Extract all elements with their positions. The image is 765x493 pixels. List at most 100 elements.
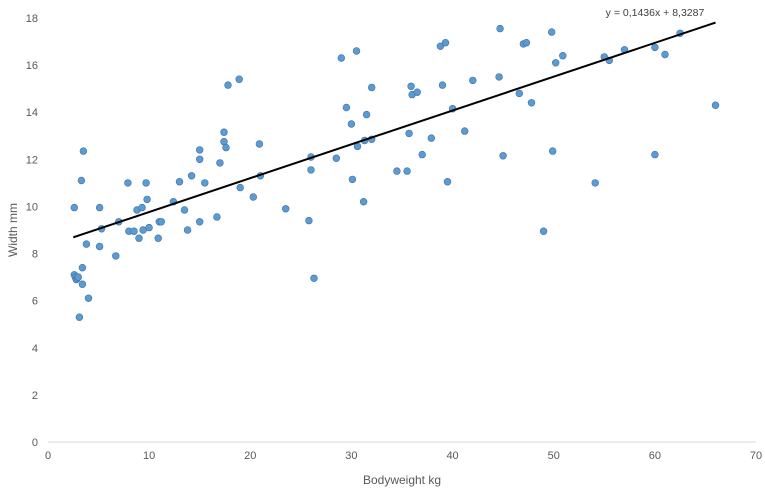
data-points-group xyxy=(70,24,720,321)
x-tick-label: 10 xyxy=(143,450,155,462)
data-point xyxy=(183,226,192,234)
data-point xyxy=(332,154,340,162)
data-point xyxy=(413,88,421,96)
data-point xyxy=(548,147,557,155)
data-point xyxy=(142,179,150,187)
data-point xyxy=(79,147,88,155)
data-point xyxy=(235,75,243,83)
data-point xyxy=(78,280,87,288)
data-point xyxy=(359,198,368,206)
data-point xyxy=(222,143,230,152)
data-point xyxy=(551,59,560,67)
data-point xyxy=(368,83,376,92)
x-tick-label: 0 xyxy=(45,450,51,462)
data-point xyxy=(469,76,477,85)
tick-labels-group: 0 2 4 6 8 10 12 14 16 18 0 10 20 30 40 50 60 70 xyxy=(26,13,762,462)
data-point xyxy=(77,176,86,185)
data-point xyxy=(82,240,91,248)
x-tick-label: 30 xyxy=(345,450,357,462)
data-point xyxy=(547,28,556,36)
y-tick-label: 8 xyxy=(32,249,38,261)
x-tick-label: 40 xyxy=(446,450,458,462)
data-point xyxy=(348,175,357,184)
y-tick-label: 6 xyxy=(32,296,38,308)
data-point xyxy=(651,150,659,159)
data-point xyxy=(220,128,228,136)
x-tick-label: 50 xyxy=(548,450,560,462)
data-point xyxy=(138,203,146,212)
data-point xyxy=(130,227,138,235)
data-point xyxy=(75,313,84,321)
y-tick-label: 16 xyxy=(26,60,38,72)
data-point xyxy=(216,159,224,167)
y-axis-title: Width mm xyxy=(6,203,20,257)
data-point xyxy=(539,227,548,235)
y-tick-label: 12 xyxy=(26,154,38,166)
data-point xyxy=(95,203,104,212)
y-tick-label: 0 xyxy=(32,437,38,449)
data-point xyxy=(443,178,452,186)
data-point xyxy=(515,89,523,98)
data-point xyxy=(661,50,669,59)
data-point xyxy=(310,274,318,282)
data-point xyxy=(307,166,315,174)
data-point xyxy=(187,172,196,180)
data-point xyxy=(196,146,204,154)
data-point xyxy=(145,223,153,232)
data-point xyxy=(403,167,411,175)
data-point xyxy=(352,47,361,55)
data-point xyxy=(74,273,83,281)
data-point xyxy=(522,38,531,47)
trendline-group xyxy=(72,21,716,239)
data-point xyxy=(249,193,258,201)
data-point xyxy=(95,242,104,251)
data-point xyxy=(84,294,93,302)
y-tick-label: 14 xyxy=(26,107,38,119)
data-point xyxy=(180,206,189,214)
data-point xyxy=(499,152,507,160)
data-point xyxy=(591,179,599,187)
data-point xyxy=(157,218,166,226)
y-tick-label: 4 xyxy=(32,343,38,355)
data-point xyxy=(236,183,244,192)
y-tick-label: 18 xyxy=(26,13,38,25)
data-point xyxy=(438,81,447,89)
data-point xyxy=(305,216,313,225)
trendline xyxy=(72,21,716,239)
data-point xyxy=(175,178,184,186)
data-point xyxy=(559,51,567,60)
data-point xyxy=(337,54,345,62)
data-point xyxy=(418,150,426,159)
data-point xyxy=(362,110,371,119)
data-point xyxy=(342,103,351,112)
data-point xyxy=(224,81,232,89)
x-axis-title: Bodyweight kg xyxy=(363,473,441,487)
data-point xyxy=(496,24,504,33)
trendline-equation-label: y = 0,1436x + 8,3287 xyxy=(606,7,705,19)
data-point xyxy=(527,99,536,107)
data-point xyxy=(407,82,415,91)
data-point xyxy=(196,155,204,164)
data-point xyxy=(441,38,450,47)
data-point xyxy=(495,73,503,81)
data-point xyxy=(282,205,290,213)
data-point xyxy=(255,140,264,148)
data-point xyxy=(154,234,162,242)
x-tick-label: 60 xyxy=(649,450,661,462)
data-point xyxy=(78,264,87,272)
data-point xyxy=(213,213,221,221)
x-tick-label: 70 xyxy=(750,450,762,462)
data-point xyxy=(196,218,204,226)
data-point xyxy=(70,203,79,212)
data-point xyxy=(135,234,143,242)
data-point xyxy=(201,179,209,187)
data-point xyxy=(112,252,120,260)
data-point xyxy=(405,129,413,138)
data-point xyxy=(651,43,659,52)
data-point xyxy=(427,134,435,142)
data-point xyxy=(711,101,720,109)
y-tick-label: 2 xyxy=(32,390,38,402)
y-tick-label: 10 xyxy=(26,201,38,213)
